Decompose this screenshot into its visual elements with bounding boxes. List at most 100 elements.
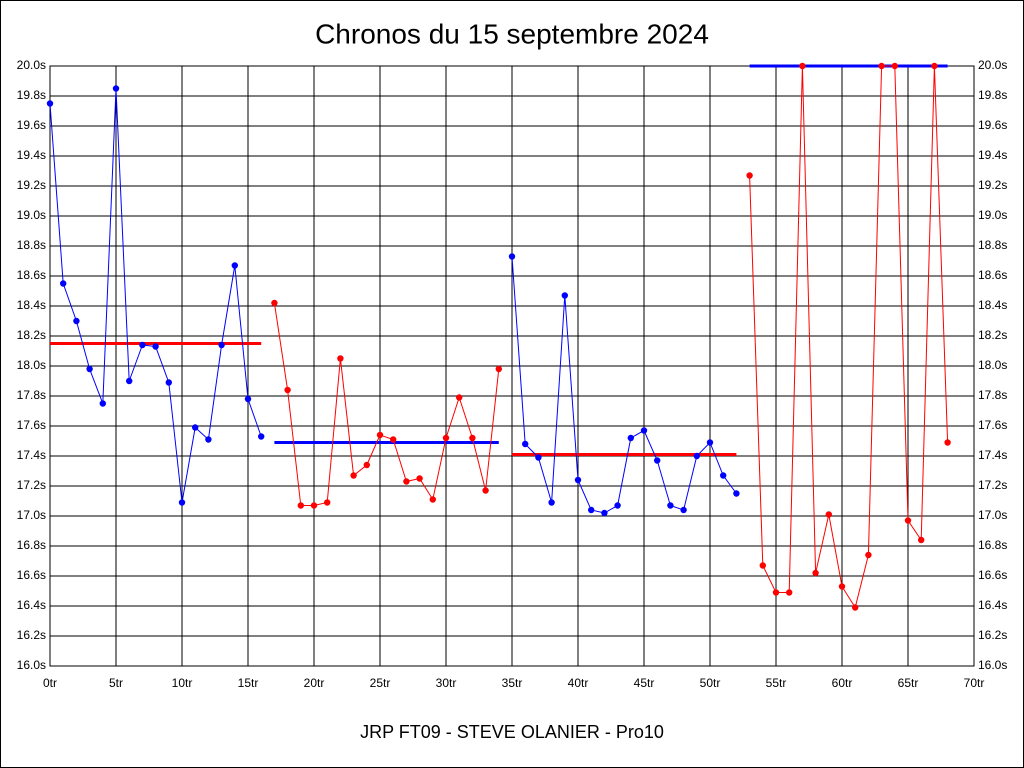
y2-tick-label: 19.2s xyxy=(978,178,1007,192)
chart-title: Chronos du 15 septembre 2024 xyxy=(315,18,709,49)
data-point xyxy=(706,439,714,446)
data-point xyxy=(192,424,199,431)
x-tick-label: 0tr xyxy=(43,676,57,690)
data-point xyxy=(178,499,186,506)
x-tick-label: 25tr xyxy=(370,676,391,690)
x-tick-label: 70tr xyxy=(964,676,985,690)
y2-tick-label: 16.4s xyxy=(978,598,1007,612)
data-point xyxy=(429,496,436,503)
data-point xyxy=(376,431,384,439)
data-point xyxy=(218,341,225,349)
data-point xyxy=(627,434,634,442)
data-point xyxy=(456,394,463,401)
y2-tick-label: 19.4s xyxy=(978,148,1007,162)
data-point xyxy=(152,343,159,350)
data-point xyxy=(574,476,582,484)
y2-tick-label: 18.2s xyxy=(978,328,1007,342)
data-point xyxy=(918,536,925,544)
data-point xyxy=(482,487,489,494)
data-point xyxy=(891,62,898,70)
y2-tick-label: 19.8s xyxy=(978,88,1007,102)
data-point xyxy=(878,62,885,70)
data-point xyxy=(350,472,357,479)
y-tick-label: 17.6s xyxy=(17,418,46,432)
data-point xyxy=(733,490,740,497)
y-tick-label: 19.2s xyxy=(17,178,46,192)
y2-tick-label: 19.0s xyxy=(978,208,1007,222)
data-point xyxy=(258,433,265,440)
data-point xyxy=(614,502,621,509)
x-tick-label: 20tr xyxy=(304,676,325,690)
x-tick-label: 10tr xyxy=(172,676,193,690)
data-point xyxy=(297,502,304,509)
data-point xyxy=(324,499,331,506)
y-tick-label: 17.2s xyxy=(17,478,46,492)
data-point xyxy=(495,365,502,373)
data-point xyxy=(139,341,146,349)
y-tick-label: 18.6s xyxy=(17,268,46,282)
y2-tick-label: 17.4s xyxy=(978,448,1007,462)
y2-tick-label: 18.0s xyxy=(978,358,1007,372)
data-point xyxy=(759,562,766,569)
y-tick-label: 20.0s xyxy=(17,58,46,72)
data-point xyxy=(561,292,568,299)
data-point xyxy=(363,461,370,469)
x-tick-label: 50tr xyxy=(700,676,721,690)
data-point xyxy=(46,100,54,107)
y-tick-label: 19.4s xyxy=(17,148,46,162)
data-point xyxy=(231,262,238,269)
y-tick-label: 16.6s xyxy=(17,568,46,582)
data-point xyxy=(838,583,846,590)
data-point xyxy=(654,457,661,464)
data-point xyxy=(205,436,212,443)
y-tick-label: 16.0s xyxy=(17,658,46,672)
y2-tick-label: 16.8s xyxy=(978,538,1007,552)
y-tick-label: 18.0s xyxy=(17,358,46,372)
y-tick-label: 16.4s xyxy=(17,598,46,612)
data-point xyxy=(865,551,872,559)
y-tick-label: 19.8s xyxy=(17,88,46,102)
data-point xyxy=(693,452,700,460)
y-tick-label: 18.8s xyxy=(17,238,46,252)
x-tick-label: 60tr xyxy=(832,676,853,690)
y2-tick-label: 17.0s xyxy=(978,508,1007,522)
y-tick-label: 17.8s xyxy=(17,388,46,402)
data-point xyxy=(271,299,278,307)
y2-tick-label: 19.6s xyxy=(978,118,1007,132)
data-point xyxy=(799,62,806,70)
data-point xyxy=(112,85,120,92)
y2-tick-label: 18.8s xyxy=(978,238,1007,252)
data-point xyxy=(522,440,529,448)
data-point xyxy=(772,589,780,596)
series-line xyxy=(749,65,949,609)
x-tick-label: 55tr xyxy=(766,676,787,690)
data-point xyxy=(284,386,291,394)
x-tick-label: 40tr xyxy=(568,676,589,690)
data-point xyxy=(73,317,80,325)
data-point xyxy=(244,395,252,403)
data-point xyxy=(588,506,595,514)
y2-tick-label: 20.0s xyxy=(978,58,1007,72)
data-point xyxy=(310,502,318,509)
data-point xyxy=(640,427,648,434)
y2-tick-label: 17.2s xyxy=(978,478,1007,492)
data-point xyxy=(442,434,450,442)
data-point xyxy=(852,604,859,611)
x-tick-label: 65tr xyxy=(898,676,919,690)
data-point xyxy=(416,475,423,482)
y2-tick-label: 17.8s xyxy=(978,388,1007,402)
x-tick-label: 35tr xyxy=(502,676,523,690)
data-point xyxy=(667,502,674,509)
y2-tick-label: 16.0s xyxy=(978,658,1007,672)
x-tick-label: 15tr xyxy=(238,676,259,690)
data-point xyxy=(601,509,608,517)
data-point xyxy=(944,439,951,446)
data-point xyxy=(680,506,687,514)
data-point xyxy=(403,478,410,485)
data-point xyxy=(126,377,133,385)
data-point xyxy=(535,454,542,461)
y2-tick-label: 17.6s xyxy=(978,418,1007,432)
y-tick-label: 16.8s xyxy=(17,538,46,552)
y2-tick-label: 18.4s xyxy=(978,298,1007,312)
